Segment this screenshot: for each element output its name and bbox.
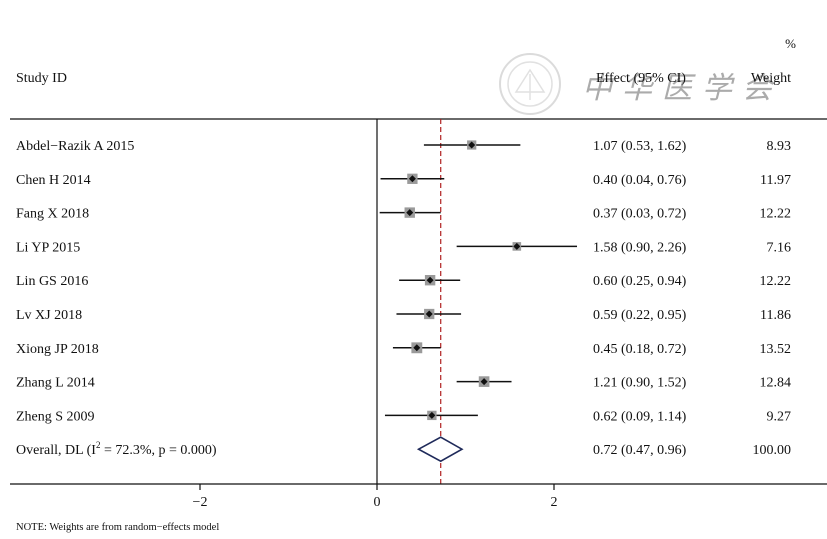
weight-value: 8.93	[767, 139, 792, 154]
point-estimate	[480, 378, 488, 386]
overall-ci-value: 0.72 (0.47, 0.96)	[593, 443, 687, 458]
overall-diamond	[416, 436, 464, 463]
x-tick-label: 0	[374, 495, 381, 510]
weight-value: 12.84	[760, 376, 792, 391]
study-id-header: Study ID	[16, 71, 67, 86]
x-axis-ticks: −2 0 2	[193, 484, 558, 510]
effect-ci-value: 1.07 (0.53, 1.62)	[593, 139, 687, 154]
point-estimate	[428, 411, 436, 419]
point-estimate	[468, 141, 476, 149]
study-label: Abdel−Razik A 2015	[16, 139, 134, 154]
weight-value: 7.16	[767, 240, 792, 255]
watermark-text: 中华医学会	[582, 72, 782, 105]
study-row: Chen H 2014 0.40 (0.04, 0.76) 11.97	[16, 173, 791, 188]
study-label: Lv XJ 2018	[16, 308, 82, 323]
effect-ci-value: 1.58 (0.90, 2.26)	[593, 240, 687, 255]
footnote: NOTE: Weights are from random−effects mo…	[16, 522, 219, 533]
study-row: Xiong JP 2018 0.45 (0.18, 0.72) 13.52	[16, 342, 791, 357]
effect-ci-value: 0.40 (0.04, 0.76)	[593, 173, 687, 188]
study-label: Chen H 2014	[16, 173, 91, 188]
point-estimate	[513, 242, 521, 250]
weight-unit-label: %	[785, 36, 796, 51]
study-label: Fang X 2018	[16, 207, 89, 222]
point-estimate	[408, 175, 416, 183]
weight-value: 12.22	[760, 207, 792, 222]
study-row: Li YP 2015 1.58 (0.90, 2.26) 7.16	[16, 240, 791, 255]
point-estimate	[413, 344, 421, 352]
study-row: Zheng S 2009 0.62 (0.09, 1.14) 9.27	[16, 409, 791, 424]
effect-ci-value: 1.21 (0.90, 1.52)	[593, 376, 687, 391]
study-label: Zhang L 2014	[16, 376, 95, 391]
weight-value: 13.52	[760, 342, 792, 357]
weight-value: 9.27	[767, 409, 792, 424]
study-row: Zhang L 2014 1.21 (0.90, 1.52) 12.84	[16, 376, 791, 391]
effect-ci-value: 0.60 (0.25, 0.94)	[593, 274, 687, 289]
study-row: Lv XJ 2018 0.59 (0.22, 0.95) 11.86	[16, 308, 791, 323]
effect-ci-header: Effect (95% CI)	[596, 71, 686, 86]
study-label: Lin GS 2016	[16, 274, 88, 289]
x-tick-label: −2	[193, 495, 208, 510]
study-rows: Abdel−Razik A 2015 1.07 (0.53, 1.62) 8.93 C…	[16, 139, 791, 424]
study-label: Xiong JP 2018	[16, 342, 99, 357]
study-label: Li YP 2015	[16, 240, 80, 255]
point-estimate	[425, 310, 433, 318]
study-row: Fang X 2018 0.37 (0.03, 0.72) 12.22	[16, 207, 791, 222]
effect-ci-value: 0.62 (0.09, 1.14)	[593, 409, 687, 424]
study-row: Abdel−Razik A 2015 1.07 (0.53, 1.62) 8.93	[16, 139, 791, 154]
effect-ci-value: 0.59 (0.22, 0.95)	[593, 308, 687, 323]
x-tick-label: 2	[551, 495, 558, 510]
point-estimate	[426, 276, 434, 284]
point-estimate	[406, 209, 414, 217]
overall-label: Overall, DL (I2 = 72.3%, p = 0.000)	[16, 440, 217, 458]
weight-value: 11.97	[760, 173, 791, 188]
effect-ci-value: 0.45 (0.18, 0.72)	[593, 342, 687, 357]
weight-value: 12.22	[760, 274, 792, 289]
effect-ci-value: 0.37 (0.03, 0.72)	[593, 207, 687, 222]
study-row: Lin GS 2016 0.60 (0.25, 0.94) 12.22	[16, 274, 791, 289]
study-label: Zheng S 2009	[16, 409, 95, 424]
overall-weight-value: 100.00	[753, 443, 792, 458]
weight-value: 11.86	[760, 308, 791, 323]
watermark-seal	[499, 53, 561, 115]
weight-header: Weight	[751, 71, 791, 86]
overall-row: Overall, DL (I2 = 72.3%, p = 0.000) 0.72 …	[16, 436, 792, 463]
